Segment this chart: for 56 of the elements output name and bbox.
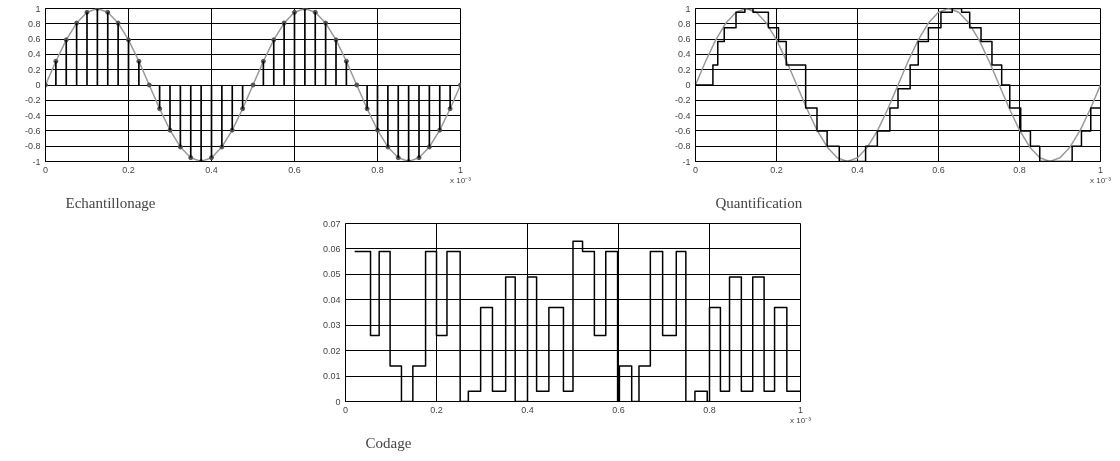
y-tick-label: 0.8 [27,18,41,29]
y-tick-label: 0.06 [322,243,341,254]
y-tick-label: -0.2 [24,95,41,106]
x-tick-label: 0 [43,164,49,175]
y-tick-label: 0.02 [322,345,341,356]
y-tick-label: 0 [335,396,341,407]
y-tick-label: 0.6 [27,34,41,45]
x-tick-label: 0.6 [932,164,945,175]
x-tick-label: 0.8 [371,164,384,175]
text: Codage [365,434,412,451]
y-tick-label: 0.2 [677,64,691,75]
x-tick-label: 0.2 [430,404,443,415]
x-tick-label: 0.2 [770,164,783,175]
x-tick-label: 1 [1098,164,1104,175]
y-tick-label: 0.8 [677,18,691,29]
x-tick-label: 0 [343,404,349,415]
y-tick-label: -0.4 [674,110,691,121]
x-tick-label: 0.4 [851,164,864,175]
x-tick-label: 0.4 [521,404,534,415]
text: Echantillonage [65,194,156,211]
x-tick-label: 0.8 [1013,164,1026,175]
line-series [45,8,461,162]
x-tick-label: 0.4 [205,164,218,175]
y-tick-label: -0.6 [674,125,691,136]
line-series [695,8,1101,162]
x-axis-title: x 10⁻³ [790,415,812,425]
y-tick-label: 0.04 [322,294,341,305]
y-tick-label: 0.05 [322,269,341,280]
x-tick-label: 0 [693,164,699,175]
x-tick-label: 0.8 [703,404,716,415]
y-tick-label: 0.6 [677,34,691,45]
y-tick-label: 1 [35,3,41,14]
y-tick-label: -0.6 [24,125,41,136]
text: Quantification [715,194,803,211]
y-tick-label: 0.03 [322,320,341,331]
y-tick-label: 1 [685,3,691,14]
x-tick-label: 0.6 [612,404,625,415]
x-tick-label: 1 [458,164,464,175]
y-tick-label: -0.8 [674,141,691,152]
x-axis-title: x 10⁻³ [450,175,472,185]
y-tick-label: 0.07 [322,218,341,229]
y-tick-label: 0.4 [27,49,41,60]
y-tick-label: 0.01 [322,371,341,382]
x-tick-label: 0.2 [122,164,135,175]
y-tick-label: -0.8 [24,141,41,152]
y-tick-label: -0.2 [674,95,691,106]
y-tick-label: 0 [685,80,691,90]
y-tick-label: 0.2 [27,64,41,75]
y-tick-label: 0 [35,80,41,90]
x-tick-label: 0.6 [288,164,301,175]
x-axis-title: x 10⁻³ [1090,175,1112,185]
y-tick-label: 0.4 [677,49,691,60]
x-tick-label: 1 [798,404,804,415]
y-tick-label: -1 [32,156,41,167]
y-tick-label: -1 [682,156,691,167]
y-tick-label: -0.4 [24,110,41,121]
